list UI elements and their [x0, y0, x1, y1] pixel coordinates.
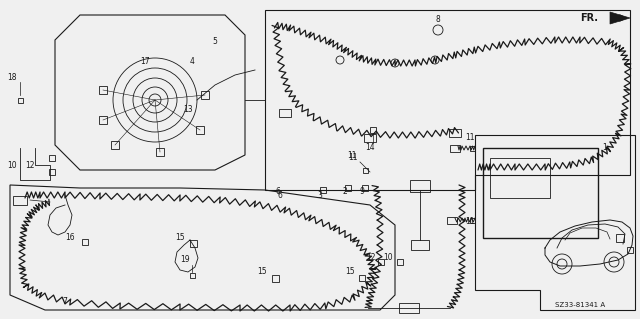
Bar — [359, 275, 365, 281]
Bar — [190, 240, 197, 247]
Bar — [411, 240, 429, 250]
Bar — [470, 218, 475, 223]
Text: 11: 11 — [348, 151, 356, 160]
Text: 11: 11 — [465, 218, 475, 226]
Text: 18: 18 — [7, 73, 17, 83]
Text: 12: 12 — [25, 160, 35, 169]
Text: 8: 8 — [436, 16, 440, 25]
Bar — [362, 185, 368, 191]
Text: 16: 16 — [65, 233, 75, 241]
Text: 15: 15 — [175, 233, 185, 241]
Bar — [483, 148, 598, 238]
Bar — [627, 247, 633, 253]
Text: FR.: FR. — [580, 13, 598, 23]
Bar — [378, 259, 384, 265]
Text: 5: 5 — [212, 38, 218, 47]
Text: 10: 10 — [383, 254, 393, 263]
Text: 11: 11 — [465, 133, 475, 143]
Text: 15: 15 — [345, 268, 355, 277]
Text: 15: 15 — [257, 268, 267, 277]
Bar — [449, 129, 461, 137]
Bar — [99, 86, 107, 94]
Text: 2: 2 — [342, 188, 348, 197]
Bar — [490, 158, 550, 198]
Text: 11: 11 — [348, 152, 358, 161]
Bar — [399, 303, 419, 313]
Bar — [450, 145, 460, 152]
Bar — [616, 234, 624, 242]
Text: 7: 7 — [63, 298, 67, 307]
Bar — [410, 180, 430, 192]
Text: 14: 14 — [365, 144, 375, 152]
Bar — [201, 91, 209, 99]
Text: 4: 4 — [189, 57, 195, 66]
Text: 3: 3 — [317, 190, 323, 199]
Bar — [111, 141, 119, 149]
Bar — [363, 168, 368, 173]
Text: 1: 1 — [603, 144, 607, 152]
Bar — [49, 169, 55, 175]
Bar — [397, 259, 403, 265]
Bar — [279, 109, 291, 117]
Bar — [82, 239, 88, 245]
Bar — [370, 127, 376, 133]
Bar — [470, 146, 475, 151]
Text: 10: 10 — [7, 160, 17, 169]
Text: 17: 17 — [140, 57, 150, 66]
Text: 12: 12 — [366, 254, 376, 263]
Text: 9: 9 — [360, 188, 364, 197]
Bar — [190, 273, 195, 278]
Bar — [320, 187, 326, 193]
Bar — [49, 155, 55, 161]
Text: 13: 13 — [183, 106, 193, 115]
Bar — [364, 134, 376, 142]
Bar — [156, 148, 164, 156]
Text: 6: 6 — [278, 190, 282, 199]
Bar — [345, 185, 351, 191]
Bar — [196, 126, 204, 134]
Bar — [18, 98, 23, 103]
Bar — [447, 217, 457, 224]
Text: SZ33-81341 A: SZ33-81341 A — [555, 302, 605, 308]
Bar — [99, 116, 107, 124]
Text: 19: 19 — [180, 256, 190, 264]
Bar — [13, 196, 27, 205]
Text: 6: 6 — [276, 188, 280, 197]
Bar — [272, 275, 279, 282]
Polygon shape — [610, 12, 630, 24]
